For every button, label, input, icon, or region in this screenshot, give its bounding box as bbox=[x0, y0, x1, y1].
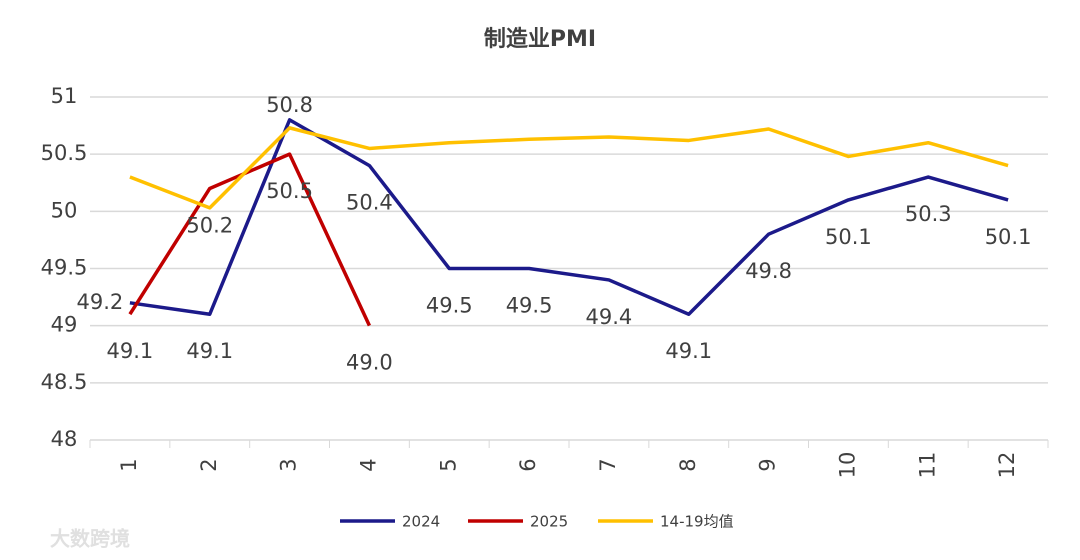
data-label: 50.1 bbox=[985, 225, 1032, 249]
data-label: 50.1 bbox=[825, 225, 872, 249]
x-tick-label: 3 bbox=[277, 458, 301, 471]
legend-label: 14-19均值 bbox=[660, 513, 734, 531]
x-tick-label: 12 bbox=[995, 452, 1019, 479]
y-tick-label: 48 bbox=[51, 427, 78, 451]
data-label: 49.1 bbox=[665, 339, 712, 363]
legend-label: 2025 bbox=[530, 513, 568, 531]
data-label: 50.3 bbox=[905, 202, 952, 226]
data-label: 49.1 bbox=[107, 339, 154, 363]
data-label: 49.2 bbox=[77, 290, 124, 314]
series-line bbox=[129, 118, 1009, 316]
data-label: 50.2 bbox=[186, 213, 233, 237]
x-tick-label: 10 bbox=[835, 452, 859, 479]
x-tick-label: 1 bbox=[117, 458, 141, 471]
x-tick-label: 11 bbox=[915, 452, 939, 479]
data-label: 49.5 bbox=[426, 294, 473, 318]
data-label: 49.4 bbox=[586, 305, 633, 329]
data-label: 50.4 bbox=[346, 191, 393, 215]
chart-title: 制造业PMI bbox=[484, 27, 596, 52]
x-tick-label: 6 bbox=[516, 458, 540, 471]
x-tick-label: 8 bbox=[676, 458, 700, 471]
watermark: 大数跨境 bbox=[50, 527, 130, 551]
y-tick-label: 50.5 bbox=[41, 141, 88, 165]
series-line bbox=[129, 126, 1009, 210]
data-label: 49.5 bbox=[506, 294, 553, 318]
data-label: 50.8 bbox=[266, 93, 313, 117]
y-tick-label: 50 bbox=[51, 198, 78, 222]
x-tick-label: 2 bbox=[197, 458, 221, 471]
x-tick-label: 9 bbox=[756, 458, 780, 471]
y-tick-label: 51 bbox=[51, 84, 78, 108]
data-label: 49.0 bbox=[346, 351, 393, 375]
legend-label: 2024 bbox=[402, 513, 440, 531]
y-tick-label: 48.5 bbox=[41, 370, 88, 394]
x-tick-label: 7 bbox=[596, 458, 620, 471]
y-tick-label: 49 bbox=[51, 313, 78, 337]
y-tick-label: 49.5 bbox=[41, 256, 88, 280]
x-tick-label: 4 bbox=[356, 458, 380, 471]
data-label: 50.5 bbox=[266, 179, 313, 203]
data-label: 49.8 bbox=[745, 259, 792, 283]
data-label: 49.1 bbox=[186, 339, 233, 363]
x-tick-label: 5 bbox=[436, 458, 460, 471]
series-line bbox=[128, 152, 372, 327]
